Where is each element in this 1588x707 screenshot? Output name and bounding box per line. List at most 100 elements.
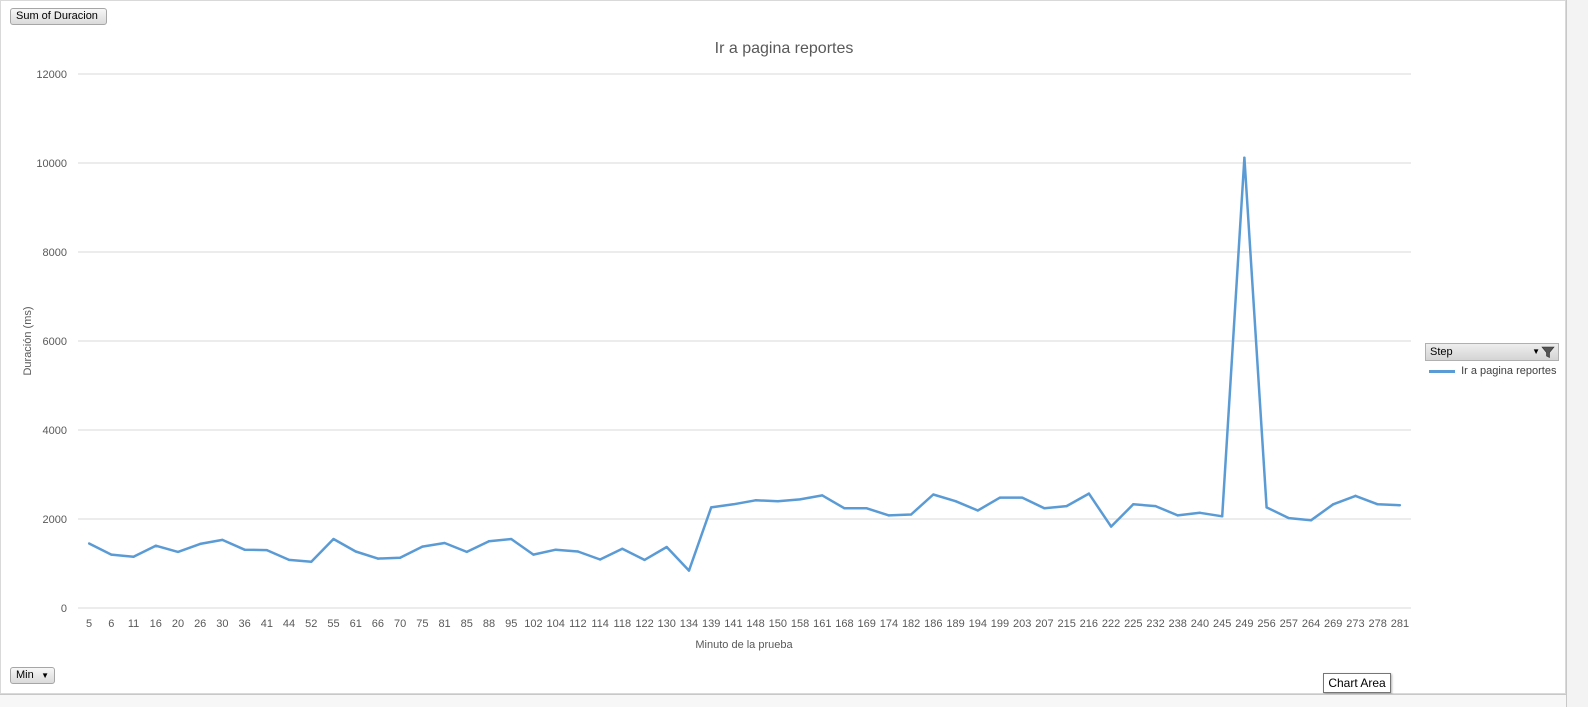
x-tick-label: 207 — [1035, 618, 1053, 630]
x-tick-label: 238 — [1169, 618, 1187, 630]
y-tick-label: 6000 — [43, 336, 67, 348]
chart-title: Ir a pagina reportes — [715, 40, 854, 57]
x-tick-label: 44 — [283, 618, 295, 630]
data-point[interactable] — [643, 558, 646, 562]
legend-field-button[interactable]: Step ▼ — [1425, 343, 1559, 361]
data-point[interactable] — [310, 560, 313, 563]
data-point[interactable] — [1109, 525, 1113, 528]
x-tick-label: 118 — [614, 618, 632, 630]
data-point[interactable] — [865, 507, 868, 510]
data-point[interactable] — [1243, 156, 1246, 159]
data-point[interactable] — [1154, 504, 1157, 508]
chart-area[interactable]: Ir a pagina reportes Duración (ms) Minut… — [0, 0, 1566, 694]
x-tick-label: 95 — [505, 618, 517, 630]
data-point[interactable] — [1354, 494, 1357, 498]
x-tick-label: 88 — [483, 618, 495, 630]
data-point[interactable] — [421, 545, 424, 548]
data-point[interactable] — [954, 500, 957, 503]
sheet-edge-right — [1566, 0, 1588, 707]
x-tick-label: 134 — [680, 618, 698, 630]
data-point[interactable] — [398, 556, 402, 559]
dropdown-arrow-icon: ▼ — [1532, 347, 1540, 356]
series-line[interactable] — [88, 156, 1400, 572]
data-point[interactable] — [1065, 504, 1068, 508]
data-point[interactable] — [598, 558, 602, 561]
data-point[interactable] — [354, 550, 357, 553]
x-axis-label: Minuto de la prueba — [695, 639, 793, 651]
data-point[interactable] — [265, 548, 269, 552]
data-point[interactable] — [487, 540, 491, 543]
data-point[interactable] — [1287, 516, 1291, 520]
x-tick-label: 122 — [635, 618, 653, 630]
data-point[interactable] — [1087, 492, 1091, 495]
data-point[interactable] — [621, 547, 624, 551]
data-point[interactable] — [376, 557, 380, 560]
x-tick-label: 81 — [438, 618, 450, 630]
data-point[interactable] — [976, 509, 979, 512]
data-point[interactable] — [198, 542, 202, 546]
data-point[interactable] — [1398, 504, 1402, 507]
x-tick-label: 216 — [1080, 618, 1098, 630]
y-tick-label: 4000 — [43, 425, 67, 437]
data-point[interactable] — [687, 569, 691, 572]
data-point[interactable] — [732, 503, 735, 506]
x-tick-label: 269 — [1324, 618, 1342, 630]
legend-entry: Ir a pagina reportes — [1429, 365, 1556, 377]
x-tick-label: 6 — [108, 618, 114, 630]
gridlines — [78, 73, 1411, 609]
data-point[interactable] — [1021, 496, 1024, 499]
data-point[interactable] — [821, 494, 824, 497]
axis-field-label: Min — [16, 669, 34, 681]
data-point[interactable] — [1332, 503, 1335, 506]
data-point[interactable] — [709, 506, 713, 509]
y-axis-label: Duración (ms) — [22, 306, 34, 375]
data-point[interactable] — [510, 537, 513, 541]
data-point[interactable] — [798, 498, 802, 501]
y-tick-label: 0 — [61, 603, 67, 615]
x-tick-label: 148 — [746, 618, 764, 630]
line-chart: Ir a pagina reportes Duración (ms) Minut… — [22, 40, 1411, 651]
data-point[interactable] — [132, 555, 135, 559]
data-point[interactable] — [776, 500, 780, 503]
data-point[interactable] — [287, 558, 291, 562]
x-tick-labels: 5 6 11 16 20 26 30 36 41 44 52 55 61 66 70 75 81 85 88 95 10… — [86, 618, 1409, 630]
data-point[interactable] — [221, 538, 224, 542]
x-tick-label: 26 — [194, 618, 206, 630]
x-tick-label: 70 — [394, 618, 406, 630]
data-point[interactable] — [754, 499, 757, 502]
data-point[interactable] — [1376, 503, 1379, 506]
data-point[interactable] — [110, 553, 113, 556]
data-point[interactable] — [154, 544, 157, 547]
data-point[interactable] — [1265, 506, 1268, 509]
data-point[interactable] — [998, 496, 1002, 499]
data-point[interactable] — [1220, 515, 1224, 518]
data-point[interactable] — [843, 507, 846, 510]
x-tick-label: 264 — [1302, 618, 1320, 630]
data-point[interactable] — [332, 537, 335, 541]
data-point[interactable] — [1176, 514, 1179, 517]
axis-field-button[interactable]: Min ▼ — [10, 667, 55, 684]
data-point[interactable] — [1132, 503, 1135, 506]
data-point[interactable] — [932, 493, 935, 496]
data-point[interactable] — [1309, 519, 1313, 522]
data-point[interactable] — [443, 541, 446, 545]
data-point[interactable] — [465, 550, 468, 554]
x-tick-label: 61 — [350, 618, 362, 630]
data-point[interactable] — [909, 513, 913, 516]
data-point[interactable] — [554, 548, 557, 551]
data-point[interactable] — [87, 542, 91, 545]
data-point[interactable] — [532, 553, 535, 556]
data-point[interactable] — [1198, 511, 1202, 514]
x-tick-label: 245 — [1213, 618, 1231, 630]
data-point[interactable] — [665, 545, 668, 549]
chart-area-tooltip: Chart Area — [1323, 673, 1391, 693]
x-tick-label: 150 — [769, 618, 787, 630]
x-tick-label: 194 — [969, 618, 987, 630]
y-tick-label: 2000 — [43, 514, 67, 526]
data-point[interactable] — [576, 550, 580, 553]
values-field-button[interactable]: Sum of Duracion — [10, 8, 107, 25]
data-point[interactable] — [176, 550, 180, 554]
data-point[interactable] — [1043, 507, 1046, 510]
data-point[interactable] — [243, 548, 246, 551]
data-point[interactable] — [887, 514, 891, 517]
